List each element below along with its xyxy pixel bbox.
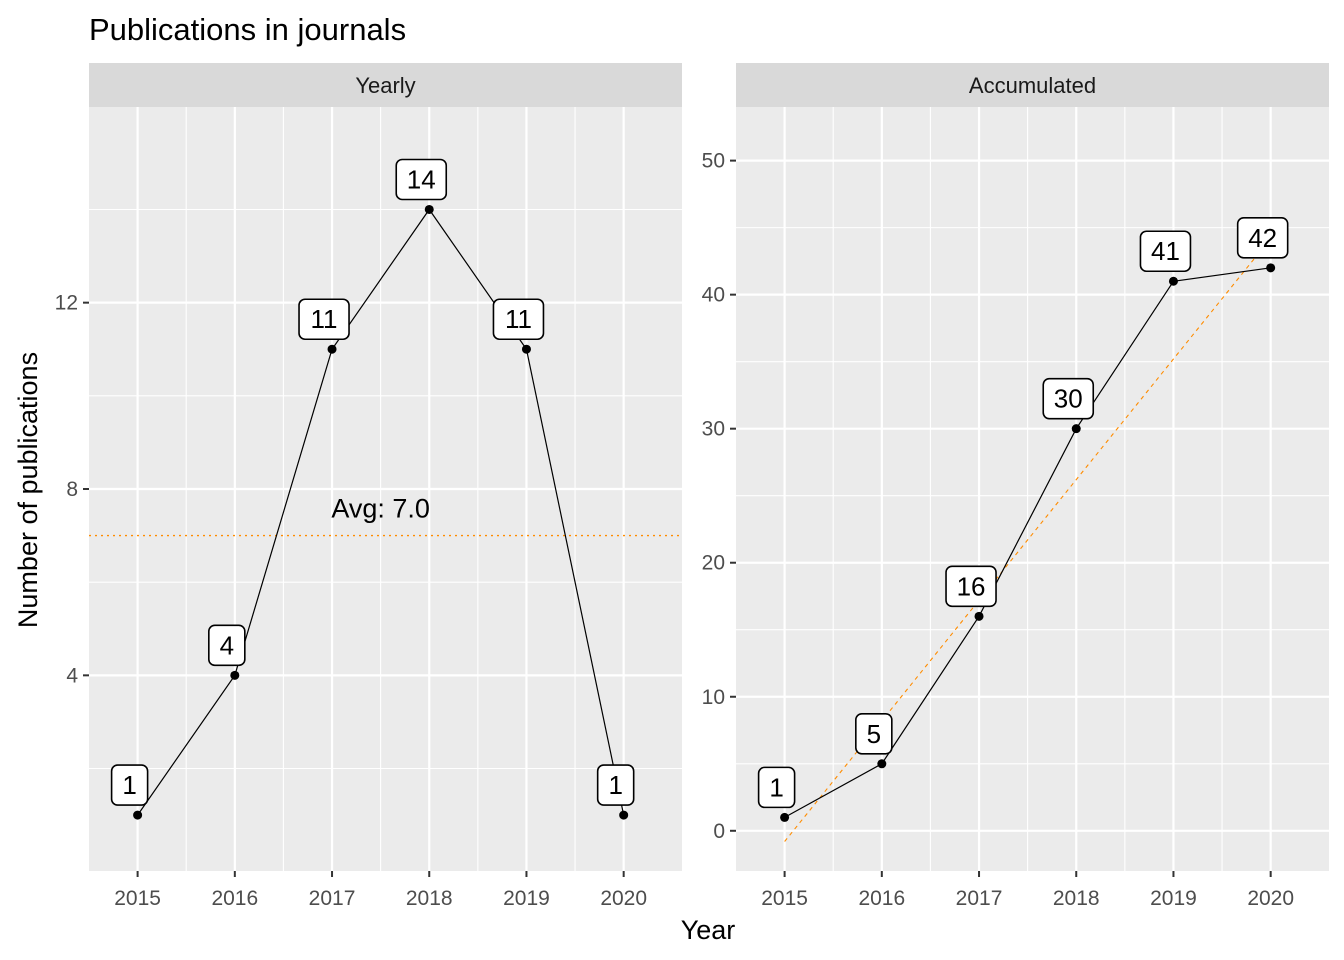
data-label-text: 1 — [608, 770, 622, 800]
x-tick-label: 2020 — [1247, 887, 1294, 910]
data-label-box — [1236, 217, 1289, 259]
data-point — [1071, 424, 1081, 434]
data-point — [424, 204, 434, 214]
data-label: 30 — [1042, 377, 1095, 420]
data-label-box — [757, 766, 796, 809]
data-label-text: 1 — [122, 770, 136, 800]
data-label-box — [208, 624, 246, 667]
y-tick-label: 0 — [713, 820, 725, 843]
y-axis-title: Number of publications — [13, 352, 43, 628]
data-label-text: 16 — [957, 571, 986, 601]
data-label-text: 30 — [1054, 384, 1083, 414]
y-tick-label: 4 — [66, 664, 78, 687]
data-label-box — [1042, 377, 1095, 420]
data-label-text: 11 — [311, 304, 338, 334]
x-tick-label: 2019 — [1150, 887, 1197, 910]
data-point — [521, 344, 531, 354]
data-label: 4 — [208, 624, 246, 667]
data-label-text: 14 — [407, 164, 436, 194]
series-line — [784, 267, 1271, 818]
data-label: 11 — [492, 298, 545, 341]
x-tick-label: 2017 — [309, 887, 356, 910]
x-tick-label: 2016 — [211, 887, 258, 910]
y-tick-label: 30 — [702, 418, 725, 441]
data-label-text: 4 — [220, 630, 234, 660]
data-label-box — [298, 298, 350, 341]
data-point — [327, 344, 337, 354]
data-label: 1 — [757, 766, 796, 809]
data-label-box — [492, 298, 545, 341]
data-point — [780, 812, 790, 822]
chart-title: Publications in journals — [89, 12, 406, 47]
panel-yearly: Yearly 4 8 12 2015 2016 2017 2018 2019 2020 Avg: 7… — [55, 63, 682, 910]
x-tick-label: 2019 — [503, 887, 550, 910]
x-tick-label: 2015 — [761, 887, 808, 910]
panel-accumulated: Accumulated 0 10 20 30 40 50 2015 2016 2017 2018 20… — [702, 63, 1329, 910]
data-point — [1168, 276, 1178, 286]
data-point — [974, 611, 984, 621]
data-label: 14 — [395, 158, 448, 201]
y-tick-label: 50 — [702, 150, 725, 173]
data-label: 16 — [945, 565, 997, 608]
data-label-box — [855, 712, 893, 755]
panel-background — [736, 107, 1329, 871]
data-label: 42 — [1236, 217, 1289, 259]
data-point — [877, 759, 887, 769]
x-tick-label: 2018 — [406, 887, 453, 910]
x-tick-label: 2018 — [1053, 887, 1100, 910]
facet-strip — [89, 63, 682, 107]
data-label: 1 — [110, 764, 149, 806]
data-label: 1 — [596, 764, 635, 806]
data-point — [230, 670, 240, 680]
data-point — [619, 810, 629, 820]
data-label-box — [110, 764, 149, 806]
data-label-text: 42 — [1248, 223, 1277, 253]
data-label: 5 — [855, 712, 893, 755]
data-label-text: 41 — [1151, 236, 1180, 266]
data-point — [133, 810, 143, 820]
x-tick-label: 2020 — [600, 887, 647, 910]
data-label-text: 1 — [769, 772, 783, 802]
data-label: 11 — [298, 298, 350, 341]
data-label: 41 — [1139, 230, 1192, 273]
x-tick-label: 2017 — [956, 887, 1003, 910]
x-tick-label: 2016 — [858, 887, 905, 910]
facet-strip-label: Accumulated — [969, 73, 1096, 98]
y-tick-label: 8 — [66, 478, 78, 501]
data-label-box — [395, 158, 448, 201]
facet-strip — [736, 63, 1329, 107]
facet-strip-label: Yearly — [355, 73, 415, 98]
average-annotation: Avg: 7.0 — [331, 494, 430, 524]
y-tick-label: 20 — [702, 552, 725, 575]
data-label-box — [596, 764, 635, 806]
y-tick-label: 40 — [702, 284, 725, 307]
data-label-text: 11 — [505, 304, 532, 334]
y-tick-label: 10 — [702, 686, 725, 709]
x-tick-label: 2015 — [114, 887, 161, 910]
data-label-text: 5 — [867, 719, 881, 749]
data-label-box — [1139, 230, 1192, 273]
data-point — [1266, 263, 1276, 273]
x-axis-title: Year — [681, 915, 736, 945]
series-line — [137, 208, 625, 816]
data-label-box — [945, 565, 997, 608]
y-tick-label: 12 — [55, 292, 78, 315]
